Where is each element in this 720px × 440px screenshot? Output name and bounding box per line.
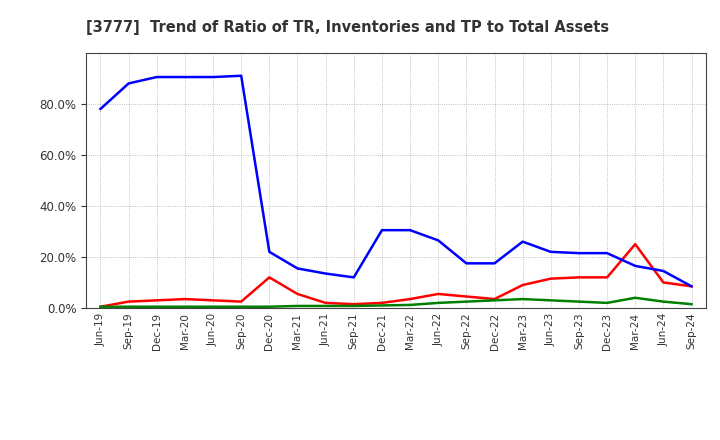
Inventories xyxy=(406,227,415,233)
Trade Receivables xyxy=(265,275,274,280)
Trade Receivables xyxy=(377,300,386,305)
Trade Payables xyxy=(490,298,499,303)
Inventories xyxy=(96,106,105,112)
Trade Receivables xyxy=(349,301,358,307)
Inventories xyxy=(293,266,302,271)
Trade Payables xyxy=(434,300,443,305)
Inventories xyxy=(490,260,499,266)
Inventories xyxy=(377,227,386,233)
Inventories xyxy=(181,74,189,80)
Line: Trade Payables: Trade Payables xyxy=(101,298,691,307)
Inventories xyxy=(462,260,471,266)
Line: Trade Receivables: Trade Receivables xyxy=(101,244,691,307)
Inventories xyxy=(153,74,161,80)
Trade Receivables xyxy=(687,284,696,289)
Trade Payables xyxy=(237,304,246,309)
Trade Receivables xyxy=(321,300,330,305)
Trade Receivables xyxy=(406,297,415,302)
Trade Payables xyxy=(518,297,527,302)
Inventories xyxy=(209,74,217,80)
Inventories xyxy=(125,81,133,86)
Trade Receivables xyxy=(153,298,161,303)
Text: [3777]  Trend of Ratio of TR, Inventories and TP to Total Assets: [3777] Trend of Ratio of TR, Inventories… xyxy=(86,20,610,35)
Trade Receivables xyxy=(462,294,471,299)
Trade Receivables xyxy=(293,291,302,297)
Trade Receivables xyxy=(125,299,133,304)
Trade Payables xyxy=(209,304,217,309)
Inventories xyxy=(603,250,611,256)
Inventories xyxy=(321,271,330,276)
Trade Payables xyxy=(153,304,161,309)
Trade Receivables xyxy=(209,298,217,303)
Trade Payables xyxy=(349,303,358,308)
Trade Receivables xyxy=(181,297,189,302)
Trade Receivables xyxy=(603,275,611,280)
Inventories xyxy=(237,73,246,78)
Inventories xyxy=(518,239,527,244)
Trade Receivables xyxy=(237,299,246,304)
Trade Receivables xyxy=(659,280,667,285)
Trade Payables xyxy=(406,302,415,308)
Trade Receivables xyxy=(518,282,527,288)
Inventories xyxy=(546,249,555,254)
Trade Payables xyxy=(631,295,639,301)
Trade Payables xyxy=(321,303,330,308)
Trade Payables xyxy=(659,299,667,304)
Trade Payables xyxy=(603,300,611,305)
Trade Payables xyxy=(265,304,274,309)
Inventories xyxy=(659,268,667,274)
Trade Receivables xyxy=(490,297,499,302)
Line: Inventories: Inventories xyxy=(101,76,691,286)
Trade Receivables xyxy=(546,276,555,281)
Inventories xyxy=(265,249,274,254)
Trade Payables xyxy=(687,301,696,307)
Trade Receivables xyxy=(631,242,639,247)
Trade Payables xyxy=(96,304,105,309)
Inventories xyxy=(631,263,639,268)
Trade Receivables xyxy=(96,304,105,309)
Trade Receivables xyxy=(434,291,443,297)
Trade Payables xyxy=(546,298,555,303)
Trade Payables xyxy=(293,303,302,308)
Trade Payables xyxy=(575,299,583,304)
Trade Payables xyxy=(181,304,189,309)
Trade Payables xyxy=(377,303,386,308)
Trade Payables xyxy=(462,299,471,304)
Inventories xyxy=(575,250,583,256)
Trade Receivables xyxy=(575,275,583,280)
Inventories xyxy=(687,284,696,289)
Inventories xyxy=(434,238,443,243)
Trade Payables xyxy=(125,304,133,309)
Inventories xyxy=(349,275,358,280)
